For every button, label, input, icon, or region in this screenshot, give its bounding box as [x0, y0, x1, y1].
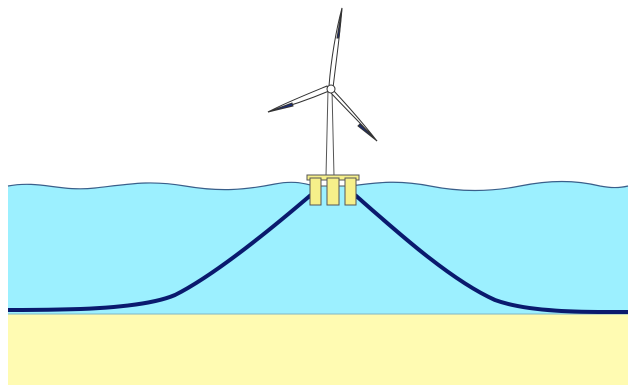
column — [309, 177, 322, 206]
tower — [325, 89, 335, 177]
hub — [326, 84, 336, 94]
column — [326, 177, 340, 206]
blade-tip — [336, 7, 343, 39]
blade-tip — [267, 102, 294, 113]
mooring-line — [7, 192, 314, 312]
rotor — [267, 7, 378, 142]
water — [8, 181, 628, 314]
mooring-line — [352, 192, 629, 315]
water-surface — [7, 180, 629, 192]
platform — [306, 174, 360, 206]
column — [344, 177, 357, 206]
blade-tip — [357, 123, 378, 142]
seabed — [8, 314, 628, 385]
